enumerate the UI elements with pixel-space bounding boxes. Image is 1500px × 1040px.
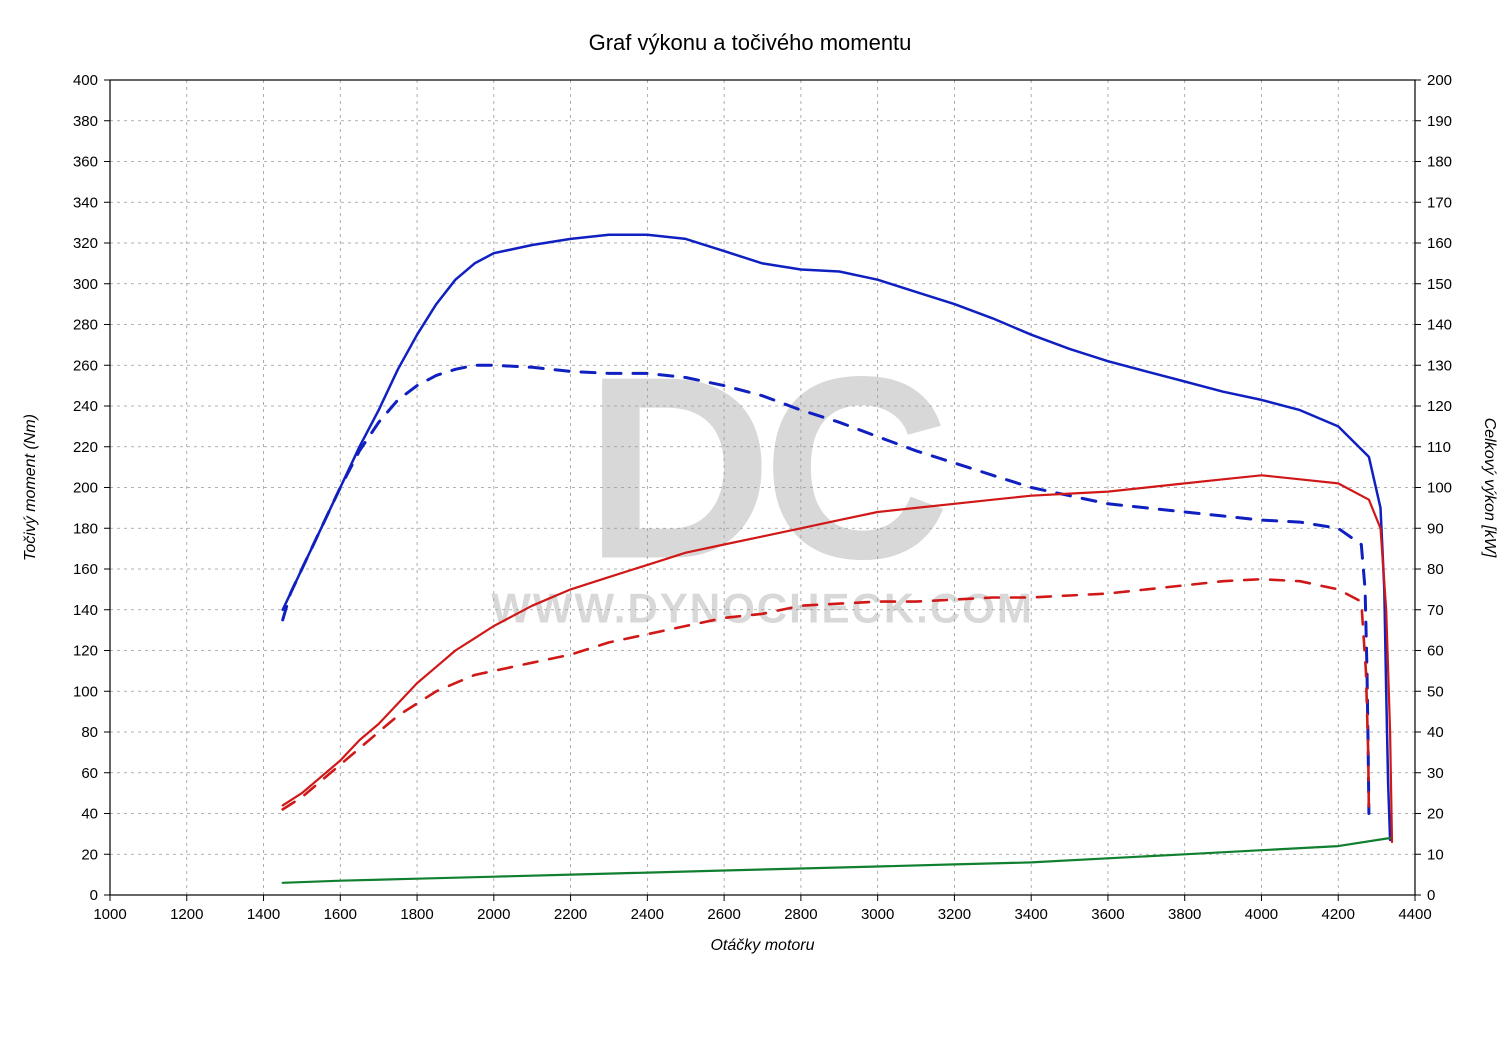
svg-text:90: 90	[1427, 520, 1444, 537]
svg-text:60: 60	[81, 765, 98, 782]
svg-text:120: 120	[1427, 398, 1452, 415]
svg-text:3200: 3200	[938, 906, 971, 923]
svg-text:4400: 4400	[1398, 906, 1431, 923]
svg-text:180: 180	[1427, 154, 1452, 171]
svg-text:400: 400	[73, 72, 98, 89]
svg-text:110: 110	[1427, 439, 1451, 456]
svg-text:DC: DC	[585, 324, 946, 614]
svg-text:80: 80	[1427, 561, 1444, 578]
svg-text:2000: 2000	[477, 906, 510, 923]
svg-text:0: 0	[1427, 887, 1435, 904]
svg-text:280: 280	[73, 317, 98, 334]
svg-text:2200: 2200	[554, 906, 587, 923]
svg-text:120: 120	[73, 643, 98, 660]
y-left-label: Točivý moment (Nm)	[22, 414, 39, 561]
svg-text:240: 240	[73, 398, 98, 415]
svg-text:3000: 3000	[861, 906, 894, 923]
svg-text:3600: 3600	[1091, 906, 1124, 923]
svg-text:160: 160	[1427, 235, 1452, 252]
svg-text:300: 300	[73, 276, 98, 293]
svg-text:2400: 2400	[631, 906, 664, 923]
svg-text:200: 200	[73, 480, 98, 497]
svg-text:10: 10	[1427, 846, 1444, 863]
svg-text:2800: 2800	[784, 906, 817, 923]
svg-text:320: 320	[73, 235, 98, 252]
svg-text:180: 180	[73, 520, 98, 537]
svg-text:4000: 4000	[1245, 906, 1278, 923]
svg-text:40: 40	[1427, 724, 1444, 741]
dyno-chart: Graf výkonu a točivého momentu DCWWW.DYN…	[0, 0, 1500, 1040]
svg-text:140: 140	[1427, 317, 1452, 334]
y-right-label: Celkový výkon [kW]	[1481, 418, 1498, 558]
svg-text:WWW.DYNOCHECK.COM: WWW.DYNOCHECK.COM	[491, 585, 1034, 632]
svg-text:140: 140	[73, 602, 98, 619]
svg-text:220: 220	[73, 439, 98, 456]
svg-text:100: 100	[1427, 480, 1452, 497]
chart-svg: DCWWW.DYNOCHECK.COM100012001400160018002…	[0, 0, 1500, 1040]
svg-text:60: 60	[1427, 643, 1444, 660]
svg-text:190: 190	[1427, 113, 1452, 130]
x-axis-label: Otáčky motoru	[710, 937, 814, 954]
svg-text:70: 70	[1427, 602, 1444, 619]
svg-text:340: 340	[73, 194, 98, 211]
svg-text:160: 160	[73, 561, 98, 578]
svg-text:4200: 4200	[1322, 906, 1355, 923]
svg-text:80: 80	[81, 724, 98, 741]
series-loss	[283, 838, 1390, 883]
svg-text:1600: 1600	[324, 906, 357, 923]
svg-text:50: 50	[1427, 683, 1444, 700]
svg-text:20: 20	[81, 846, 98, 863]
svg-text:0: 0	[90, 887, 98, 904]
svg-text:20: 20	[1427, 806, 1444, 823]
svg-text:30: 30	[1427, 765, 1444, 782]
grid	[110, 80, 1415, 895]
svg-text:100: 100	[73, 683, 98, 700]
svg-text:130: 130	[1427, 357, 1452, 374]
svg-text:150: 150	[1427, 276, 1452, 293]
watermark: DCWWW.DYNOCHECK.COM	[491, 324, 1034, 632]
svg-text:170: 170	[1427, 194, 1452, 211]
svg-text:2600: 2600	[707, 906, 740, 923]
svg-text:3400: 3400	[1014, 906, 1047, 923]
svg-text:1800: 1800	[400, 906, 433, 923]
svg-text:200: 200	[1427, 72, 1452, 89]
svg-text:1200: 1200	[170, 906, 203, 923]
svg-text:1000: 1000	[93, 906, 126, 923]
svg-text:3800: 3800	[1168, 906, 1201, 923]
svg-text:380: 380	[73, 113, 98, 130]
svg-text:360: 360	[73, 154, 98, 171]
svg-text:260: 260	[73, 357, 98, 374]
svg-text:1400: 1400	[247, 906, 280, 923]
svg-text:40: 40	[81, 806, 98, 823]
